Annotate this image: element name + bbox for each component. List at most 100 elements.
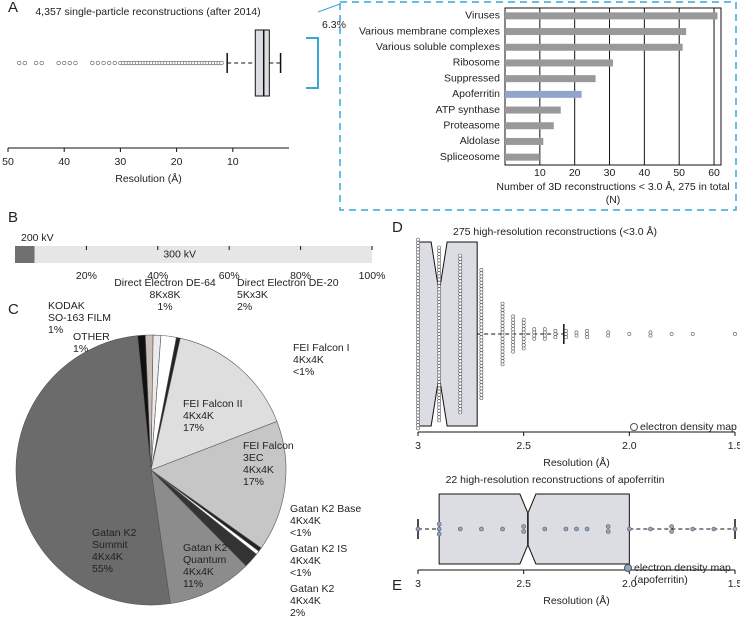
outlier-point — [511, 343, 515, 348]
outlier-point — [437, 252, 442, 256]
box — [254, 29, 270, 97]
outlier-point — [458, 407, 463, 412]
outlier-point — [56, 60, 61, 66]
outlier-point — [437, 300, 442, 304]
x-axis-unit: (N) — [606, 194, 621, 206]
outlier-point — [437, 351, 442, 356]
segment-label: 300 kV — [163, 248, 196, 260]
outlier-point — [95, 60, 101, 66]
outlier-point — [458, 253, 463, 258]
x-tick-label: 40% — [147, 270, 168, 282]
slice-label: 4Kx4K — [243, 464, 274, 476]
bar — [505, 75, 596, 83]
outlier-point — [416, 349, 420, 354]
outlier-point — [500, 327, 505, 332]
outlier-point — [585, 332, 589, 336]
outlier-point — [458, 365, 463, 370]
bar — [505, 28, 687, 36]
outlier-point — [479, 373, 484, 378]
outlier-point — [437, 392, 442, 397]
outlier-point — [553, 335, 558, 340]
outlier-point — [458, 372, 463, 376]
outlier-point — [542, 327, 547, 332]
outlier-point — [574, 333, 579, 338]
outlier-point — [416, 288, 420, 293]
outlier-point — [479, 300, 484, 304]
slice-value-label: 1% — [48, 324, 63, 336]
outlier-point — [416, 372, 420, 376]
outlier-point — [458, 311, 463, 316]
outlier-point — [416, 416, 420, 421]
slice-label: Direct Electron DE-20 — [237, 277, 339, 289]
x-axis-label: Resolution (Å) — [543, 456, 610, 469]
outlier-point — [437, 405, 442, 410]
x-tick-label: 10 — [227, 156, 239, 168]
outlier-point — [416, 394, 420, 399]
outlier-point — [416, 388, 420, 392]
outlier-point — [437, 261, 442, 266]
outlier-point — [416, 352, 420, 357]
outlier-point — [606, 333, 611, 338]
outlier-point — [416, 368, 420, 373]
outlier-point — [437, 322, 442, 327]
outlier-point — [437, 277, 442, 282]
outlier-point — [606, 330, 611, 335]
slice-value-label: <1% — [290, 567, 311, 579]
slice-label: 5Kx3K — [237, 289, 268, 301]
outlier-point — [585, 335, 589, 340]
outlier-point — [437, 360, 442, 365]
outlier-point — [500, 301, 505, 306]
outlier-point — [458, 359, 463, 364]
outlier-point — [479, 526, 484, 532]
outlier-point — [500, 314, 505, 319]
outlier-point — [479, 364, 484, 368]
outlier-point — [416, 327, 420, 332]
outlier-point — [107, 60, 112, 66]
outlier-point — [500, 304, 505, 309]
outlier-point — [416, 311, 420, 316]
outlier-point — [732, 526, 738, 532]
x-tick-label: 30 — [115, 156, 127, 168]
slice-value-label: 55% — [92, 563, 113, 575]
outlier-point — [416, 407, 420, 412]
outlier-point — [690, 526, 696, 532]
y-tick-label: Spliceosome — [440, 151, 500, 163]
outlier-point — [458, 263, 463, 268]
outlier-point — [479, 360, 484, 365]
outlier-point — [521, 333, 526, 338]
outlier-point — [479, 328, 484, 333]
outlier-point — [437, 258, 442, 263]
outlier-point — [437, 319, 442, 324]
outlier-point — [112, 60, 117, 66]
bar — [505, 122, 554, 130]
outlier-point — [511, 349, 515, 354]
outlier-point — [479, 316, 484, 320]
outlier-point — [500, 343, 505, 348]
outlier-point — [437, 399, 442, 404]
slice-value-label: 17% — [183, 422, 204, 434]
plot-area — [504, 7, 722, 166]
outlier-point — [669, 524, 674, 529]
outlier-point — [416, 330, 420, 335]
outlier-point — [437, 293, 442, 298]
outlier-point — [22, 60, 27, 66]
outlier-point — [437, 415, 442, 420]
outlier-point — [437, 373, 442, 378]
outlier-point — [416, 317, 420, 322]
outlier-point — [532, 333, 537, 338]
bar-segment — [34, 246, 372, 263]
outlier-point — [437, 412, 442, 416]
outlier-point — [458, 266, 463, 271]
outlier-point — [458, 256, 463, 261]
x-tick-label: 10 — [534, 167, 546, 179]
outlier-point — [500, 346, 505, 351]
outlier-point — [511, 340, 515, 344]
outlier-point — [500, 362, 505, 367]
x-tick-label: 100% — [359, 270, 386, 282]
outlier-point — [458, 400, 463, 405]
outlier-point — [437, 408, 442, 413]
slice-label: 4Kx4K — [290, 515, 321, 527]
outlier-point — [500, 330, 505, 335]
x-tick-label: 80% — [290, 270, 311, 282]
